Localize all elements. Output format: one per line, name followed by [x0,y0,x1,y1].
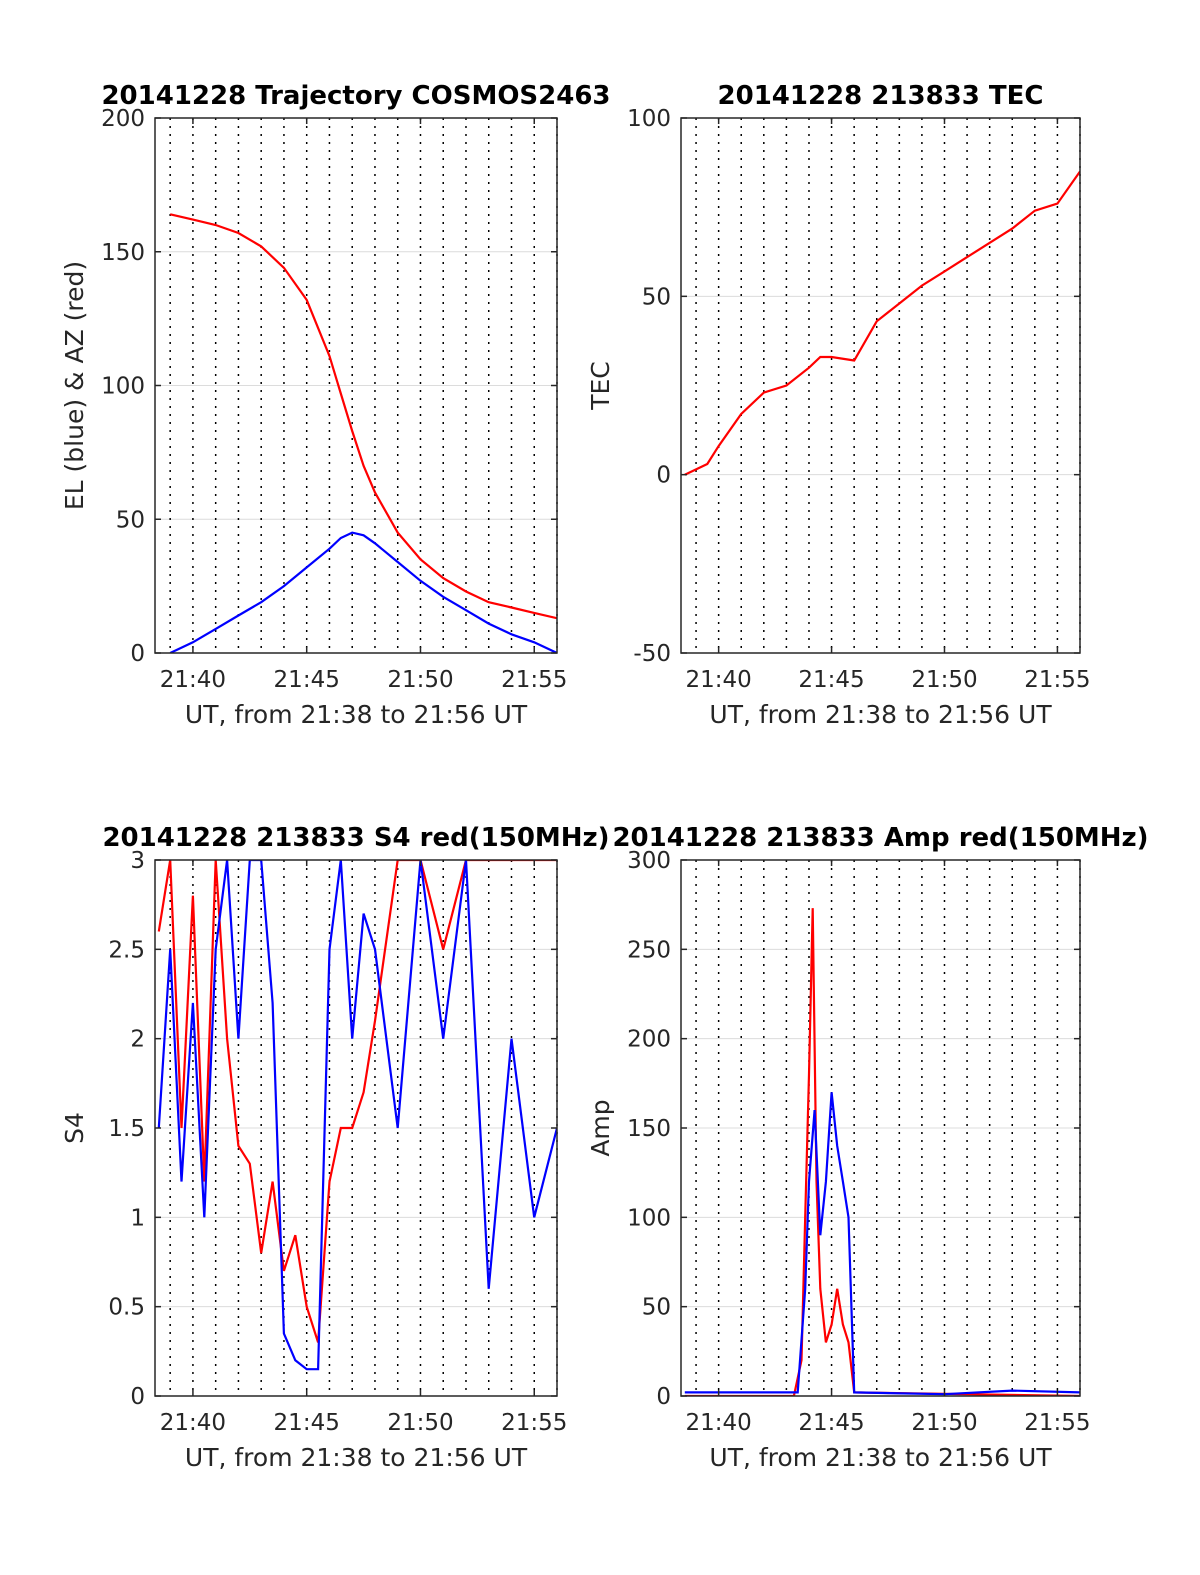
x-tick-label: 21:55 [501,1410,567,1436]
chart-title: 20141228 213833 TEC [718,81,1044,111]
y-tick-label: 200 [627,1027,671,1053]
x-axis-label: UT, from 21:38 to 21:56 UT [709,700,1052,729]
series-blue-line [684,1092,1080,1396]
panel-4: 21:40 21:45 21:50 21:55 0 50 100 150 200 250 30020… [586,823,1149,1472]
y-tick-label: 0 [130,641,145,667]
y-tick-label: 50 [116,507,145,533]
x-tick-label: 21:50 [911,667,977,693]
y-tick-label: 2.5 [108,937,145,963]
y-tick-label: 2 [130,1027,145,1053]
y-tick-label: -50 [633,641,671,667]
y-axis-label: S4 [60,1112,89,1144]
y-axis-label: TEC [586,361,615,411]
axes-box [680,117,1081,654]
panel-1: 21:40 21:45 21:50 21:55 0 50 100 150 20020141228… [60,81,611,729]
y-tick-label: 300 [627,848,671,874]
y-tick-label: 150 [101,240,145,266]
y-axis-label: EL (blue) & AZ (red) [60,261,89,510]
chart-title: 20141228 Trajectory COSMOS2463 [101,81,610,111]
x-tick-label: 21:45 [798,1410,864,1436]
x-tick-label: 21:55 [1024,667,1090,693]
y-tick-label: 50 [642,284,671,310]
x-axis-label: UT, from 21:38 to 21:56 UT [185,700,528,729]
y-tick-label: 0.5 [108,1295,145,1321]
y-tick-label: 3 [130,848,145,874]
x-tick-label: 21:40 [160,1410,226,1436]
x-tick-label: 21:55 [501,667,567,693]
panel-3: 21:40 21:45 21:50 21:55 0 0.5 1 1.5 2 2.5 32014122… [60,823,610,1472]
y-axis-label: Amp [586,1099,615,1156]
x-tick-label: 21:40 [160,667,226,693]
y-tick-label: 0 [130,1384,145,1410]
y-tick-label: 0 [656,463,671,489]
series-blue-line [157,860,557,1371]
series-blue-line [169,531,557,653]
panel-2: 21:40 21:45 21:50 21:55 -50 0 50 100 20141228 21… [586,81,1091,729]
y-tick-label: 1 [130,1205,145,1231]
x-tick-label: 21:45 [274,1410,340,1436]
y-tick-label: 100 [627,1205,671,1231]
y-tick-label: 50 [642,1295,671,1321]
x-tick-label: 21:55 [1024,1410,1090,1436]
x-tick-label: 21:50 [387,1410,453,1436]
series-red-line [157,860,557,1343]
x-tick-label: 21:45 [798,667,864,693]
x-axis-label: UT, from 21:38 to 21:56 UT [185,1443,528,1472]
y-tick-label: 1.5 [108,1116,145,1142]
series-red-line [684,170,1080,476]
x-tick-label: 21:50 [387,667,453,693]
series-red-line [169,213,557,620]
chart-title: 20141228 213833 Amp red(150MHz) [612,823,1148,853]
y-tick-label: 100 [101,374,145,400]
x-tick-label: 21:40 [685,667,751,693]
chart-title: 20141228 213833 S4 red(150MHz) [102,823,609,853]
x-axis-label: UT, from 21:38 to 21:56 UT [709,1443,1052,1472]
x-tick-label: 21:45 [274,667,340,693]
y-tick-label: 200 [101,106,145,132]
y-tick-label: 100 [627,106,671,132]
y-tick-label: 150 [627,1116,671,1142]
y-tick-label: 0 [656,1384,671,1410]
y-tick-label: 250 [627,937,671,963]
x-tick-label: 21:50 [911,1410,977,1436]
x-tick-label: 21:40 [685,1410,751,1436]
series-red-line [684,908,1080,1396]
